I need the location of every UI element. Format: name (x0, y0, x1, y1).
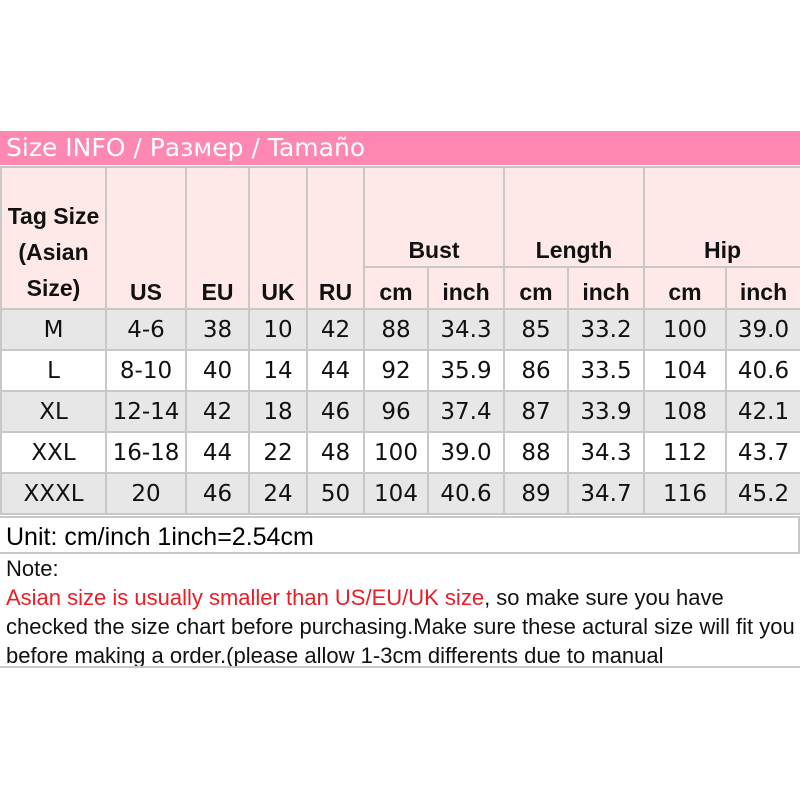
value-cell: 104 (363, 472, 429, 515)
value-cell: 116 (643, 472, 727, 515)
value-cell: 18 (248, 390, 308, 433)
value-cell: 10 (248, 308, 308, 351)
value-cell: 100 (363, 431, 429, 474)
value-cell: 43.7 (725, 431, 800, 474)
header-bust-cm: cm (363, 266, 429, 310)
table-row: XL 12-14 42 18 46 96 37.4 87 33.9 108 42.1 (0, 390, 800, 433)
value-cell: 42 (306, 308, 365, 351)
header-hip-inch: inch (725, 266, 800, 310)
value-cell: 12-14 (105, 390, 187, 433)
header-bust: Bust (363, 166, 505, 268)
page-title: Size INFO / Размер / Tamaño (0, 131, 800, 165)
table-row: XXXL 20 46 24 50 104 40.6 89 34.7 116 45.2 (0, 472, 800, 515)
size-cell: XXXL (0, 472, 107, 515)
value-cell: 39.0 (725, 308, 800, 351)
header-us: US (105, 166, 187, 310)
value-cell: 38 (185, 308, 250, 351)
size-cell: L (0, 349, 107, 392)
header-hip: Hip (643, 166, 800, 268)
header-bust-inch: inch (427, 266, 505, 310)
size-cell: XXL (0, 431, 107, 474)
value-cell: 44 (185, 431, 250, 474)
value-cell: 40 (185, 349, 250, 392)
value-cell: 34.3 (567, 431, 645, 474)
note-label: Note: (6, 556, 59, 581)
value-cell: 100 (643, 308, 727, 351)
value-cell: 45.2 (725, 472, 800, 515)
note-warning: Asian size is usually smaller than US/EU… (6, 585, 485, 610)
value-cell: 35.9 (427, 349, 505, 392)
unit-note: Unit: cm/inch 1inch=2.54cm (0, 516, 800, 554)
value-cell: 39.0 (427, 431, 505, 474)
header-length: Length (503, 166, 645, 268)
value-cell: 87 (503, 390, 569, 433)
value-cell: 96 (363, 390, 429, 433)
size-chart-table: Tag Size (Asian Size) US EU UK RU Bust L… (0, 166, 800, 515)
value-cell: 112 (643, 431, 727, 474)
header-eu: EU (185, 166, 250, 310)
value-cell: 34.3 (427, 308, 505, 351)
value-cell: 22 (248, 431, 308, 474)
value-cell: 34.7 (567, 472, 645, 515)
value-cell: 104 (643, 349, 727, 392)
value-cell: 46 (185, 472, 250, 515)
value-cell: 92 (363, 349, 429, 392)
value-cell: 88 (363, 308, 429, 351)
value-cell: 20 (105, 472, 187, 515)
value-cell: 33.5 (567, 349, 645, 392)
value-cell: 42 (185, 390, 250, 433)
header-hip-cm: cm (643, 266, 727, 310)
value-cell: 40.6 (427, 472, 505, 515)
value-cell: 85 (503, 308, 569, 351)
value-cell: 108 (643, 390, 727, 433)
value-cell: 33.9 (567, 390, 645, 433)
size-cell: M (0, 308, 107, 351)
value-cell: 86 (503, 349, 569, 392)
value-cell: 40.6 (725, 349, 800, 392)
value-cell: 89 (503, 472, 569, 515)
value-cell: 42.1 (725, 390, 800, 433)
header-tag-size: Tag Size (Asian Size) (0, 166, 107, 310)
header-ru: RU (306, 166, 365, 310)
size-cell: XL (0, 390, 107, 433)
value-cell: 88 (503, 431, 569, 474)
header-length-inch: inch (567, 266, 645, 310)
value-cell: 8-10 (105, 349, 187, 392)
value-cell: 33.2 (567, 308, 645, 351)
value-cell: 48 (306, 431, 365, 474)
note-text: , so make sure you have checked the size… (6, 585, 795, 668)
header-uk: UK (248, 166, 308, 310)
value-cell: 16-18 (105, 431, 187, 474)
value-cell: 46 (306, 390, 365, 433)
table-row: L 8-10 40 14 44 92 35.9 86 33.5 104 40.6 (0, 349, 800, 392)
value-cell: 14 (248, 349, 308, 392)
note-section: Note: Asian size is usually smaller than… (0, 554, 800, 668)
value-cell: 24 (248, 472, 308, 515)
value-cell: 37.4 (427, 390, 505, 433)
value-cell: 50 (306, 472, 365, 515)
table-row: M 4-6 38 10 42 88 34.3 85 33.2 100 39.0 (0, 308, 800, 351)
table-row: XXL 16-18 44 22 48 100 39.0 88 34.3 112 43.7 (0, 431, 800, 474)
header-length-cm: cm (503, 266, 569, 310)
value-cell: 44 (306, 349, 365, 392)
value-cell: 4-6 (105, 308, 187, 351)
